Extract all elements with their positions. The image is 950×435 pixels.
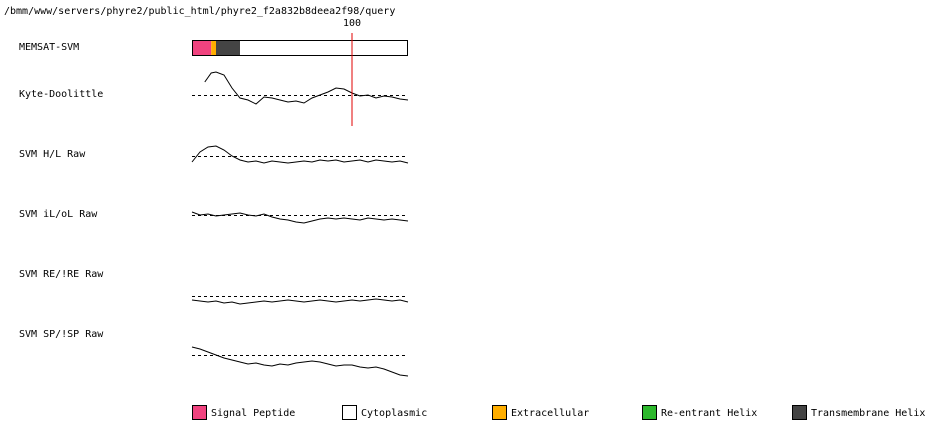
legend-swatch <box>642 405 657 420</box>
track-label: Kyte-Doolittle <box>19 89 103 100</box>
legend-label: Signal Peptide <box>211 408 295 419</box>
legend-label: Transmembrane Helix <box>811 408 925 419</box>
trace <box>191 298 409 305</box>
legend-swatch <box>492 405 507 420</box>
track-label: SVM H/L Raw <box>19 149 86 160</box>
legend-swatch <box>792 405 807 420</box>
topology-frame <box>192 40 408 56</box>
legend-label: Extracellular <box>511 408 589 419</box>
trace <box>204 71 409 105</box>
legend-swatch <box>342 405 357 420</box>
trace <box>191 145 409 164</box>
position-label: 100 <box>343 18 361 29</box>
trace <box>191 346 409 377</box>
topology-segment <box>240 40 408 55</box>
legend-label: Re-entrant Helix <box>661 408 757 419</box>
file-path: /bmm/www/servers/phyre2/public_html/phyr… <box>4 6 395 17</box>
trace <box>191 211 409 224</box>
topology-segment <box>216 40 240 55</box>
track-label: SVM RE/!RE Raw <box>19 269 104 280</box>
legend-label: Cytoplasmic <box>361 408 427 419</box>
track-label: MEMSAT-SVM <box>19 42 79 53</box>
topology-segment <box>211 40 216 55</box>
track-label: SVM SP/!SP Raw <box>19 329 104 340</box>
legend-swatch <box>192 405 207 420</box>
track-label: SVM iL/oL Raw <box>19 209 98 220</box>
topology-segment <box>192 40 212 55</box>
